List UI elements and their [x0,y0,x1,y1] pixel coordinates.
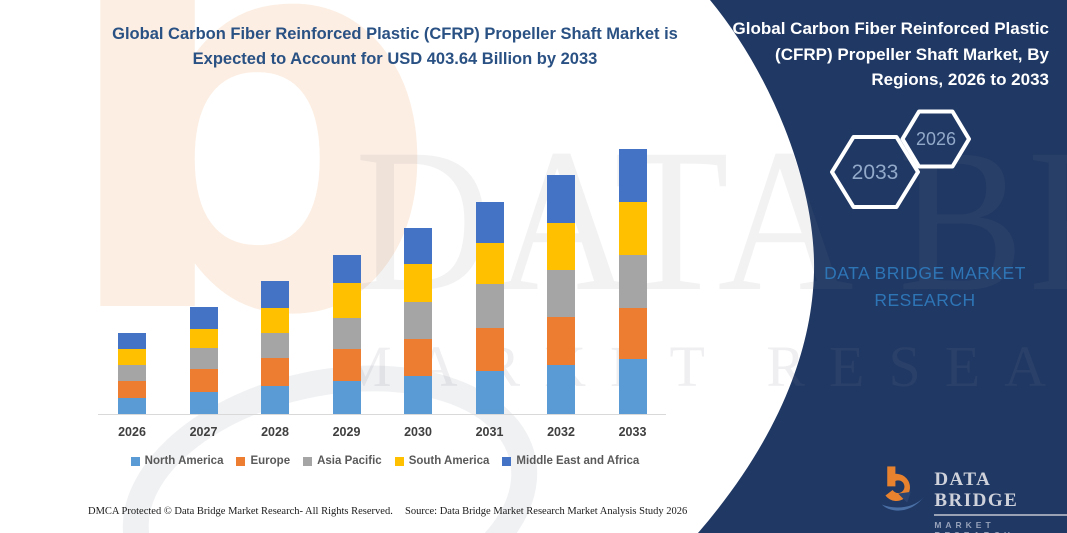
segment-2029-middle-east-and-africa [332,255,361,284]
data-bridge-b-icon [881,466,924,511]
stacked-bar-chart: 2026 2027 2028 2029 2030 2031 2032 2033 [98,149,666,439]
segment-2026-middle-east-and-africa [118,333,146,350]
segment-2026-south-america [118,349,146,365]
legend-item-middle-east-and-africa: Middle East and Africa [502,455,639,467]
segment-2030-south-america [404,264,432,302]
segment-2027-asia-pacific [189,347,218,370]
segment-2027-europe [189,369,218,393]
bar-2031 [475,202,504,414]
legend-label: Europe [250,455,291,467]
year-hexagons: 2033 2026 [830,109,971,209]
legend-swatch [502,456,512,466]
bar-2028 [261,280,289,414]
source-note: Source: Data Bridge Market Research Mark… [405,506,688,517]
segment-2028-north-america [261,385,289,414]
legend-swatch [303,456,313,466]
data-bridge-logo-text: DATA BRIDGE MARKET RESEARCH [934,462,1067,533]
segment-2032-asia-pacific [547,270,575,317]
segment-2031-asia-pacific [475,284,504,329]
segment-2031-europe [475,328,504,372]
hexagon-2026-label: 2026 [916,129,956,149]
x-axis-label-2028: 2028 [261,425,289,439]
chart-legend: North America Europe Asia Pacific South Ame… [95,455,675,467]
x-axis-label-2033: 2033 [618,425,647,439]
segment-2032-europe [547,316,575,366]
segment-2032-north-america [547,365,575,414]
segment-2029-south-america [332,283,361,319]
segment-2033-middle-east-and-africa [618,149,647,202]
legend-item-asia-pacific: Asia Pacific [303,455,382,467]
segment-2031-north-america [475,371,504,414]
legend-label: Asia Pacific [317,455,382,467]
segment-2027-middle-east-and-africa [189,307,218,330]
legend-label: North America [144,455,224,467]
x-axis-label-2027: 2027 [189,425,218,439]
data-bridge-logo: DATA BRIDGE MARKET RESEARCH [880,462,1067,533]
segment-2030-middle-east-and-africa [404,227,432,265]
segment-2029-north-america [332,380,361,414]
bar-2029 [332,255,361,414]
segment-2030-north-america [404,375,432,414]
x-axis-label-2029: 2029 [332,425,361,439]
segment-2028-middle-east-and-africa [261,280,289,308]
panel-title: Global Carbon Fiber Reinforced Plastic (… [732,19,1049,89]
x-axis-line [98,414,666,415]
legend-label: South America [408,455,490,467]
segment-2033-north-america [618,358,647,414]
segment-2026-asia-pacific [118,364,146,382]
legend-swatch [394,456,404,466]
bar-2027 [189,307,218,414]
x-axis-label-2031: 2031 [475,425,504,439]
legend-item-europe: Europe [236,455,290,467]
hexagon-2026 [900,109,971,169]
segment-2030-europe [404,339,432,376]
hexagon-2033-label: 2033 [852,161,899,184]
segment-2033-south-america [618,201,647,255]
legend-swatch [130,456,140,466]
segment-2031-middle-east-and-africa [475,202,504,243]
segment-2030-asia-pacific [404,301,432,340]
segment-2028-asia-pacific [261,332,289,358]
bar-2032 [547,175,575,414]
segment-2027-north-america [189,392,218,414]
hexagon-2033 [830,135,920,209]
segment-2032-middle-east-and-africa [547,175,575,224]
x-axis-label-2026: 2026 [118,425,146,439]
legend-item-south-america: South America [394,455,490,467]
segment-2033-asia-pacific [618,254,647,308]
segment-2028-south-america [261,307,289,333]
logo-brand-label: DATA BRIDGE [934,469,1067,516]
bar-2030 [404,227,432,414]
segment-2026-europe [118,381,146,398]
bar-2026 [118,333,146,414]
legend-swatch [236,456,246,466]
segment-2033-europe [618,307,647,359]
segment-2032-south-america [547,223,575,271]
chart-title: Global Carbon Fiber Reinforced Plastic (… [112,25,678,68]
dmca-notice: DMCA Protected © Data Bridge Market Rese… [88,506,393,517]
legend-label: Middle East and Africa [516,455,640,467]
legend-item-north-america: North America [130,455,224,467]
segment-2027-south-america [189,329,218,348]
bar-2033 [618,149,647,414]
x-axis-label-2030: 2030 [404,425,432,439]
segment-2029-asia-pacific [332,318,361,350]
segment-2026-north-america [118,397,146,414]
logo-sub-label: MARKET RESEARCH [934,519,1010,533]
segment-2029-europe [332,349,361,381]
segment-2028-europe [261,357,289,386]
panel-brand-text: DATA BRIDGE MARKET RESEARCH [824,263,1026,311]
x-axis-label-2032: 2032 [547,425,575,439]
segment-2031-south-america [475,242,504,285]
